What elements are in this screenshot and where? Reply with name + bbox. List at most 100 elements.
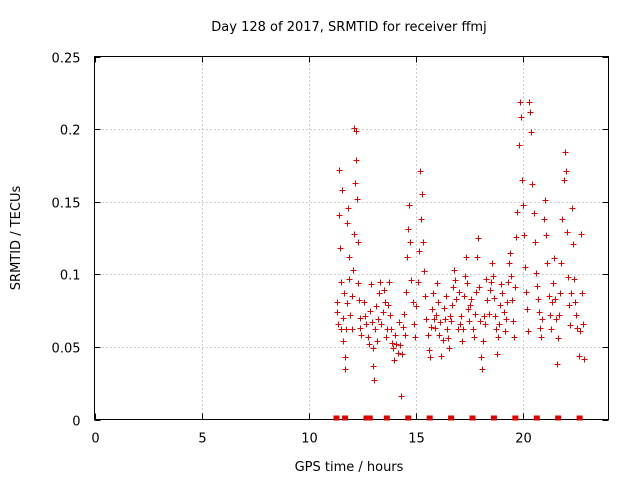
data-point <box>349 293 356 300</box>
data-point <box>507 250 514 257</box>
data-point <box>477 318 484 325</box>
data-point <box>445 335 452 342</box>
data-point <box>561 177 568 184</box>
x-tick-label: 0 <box>91 432 99 447</box>
data-point <box>524 306 531 313</box>
data-point <box>573 312 580 319</box>
data-point <box>338 279 345 286</box>
data-point <box>362 313 369 320</box>
data-point <box>502 328 509 335</box>
bottom-mark <box>490 415 497 421</box>
bottom-mark <box>469 415 476 421</box>
x-axis-label: GPS time / hours <box>295 460 404 475</box>
data-point <box>426 347 433 354</box>
data-point <box>496 321 503 328</box>
data-point <box>395 350 402 357</box>
data-point <box>451 267 458 274</box>
bottom-mark <box>512 415 519 421</box>
data-point <box>580 321 587 328</box>
grid-lines <box>94 56 609 420</box>
data-point <box>456 289 463 296</box>
data-point <box>355 239 362 246</box>
data-point <box>343 326 350 333</box>
data-point <box>551 255 558 262</box>
x-tick-label: 10 <box>301 432 318 447</box>
data-point <box>444 326 451 333</box>
data-point <box>449 302 456 309</box>
data-point <box>413 303 420 310</box>
data-point <box>406 202 413 209</box>
data-point <box>373 303 380 310</box>
data-point <box>403 289 410 296</box>
data-point <box>388 326 395 333</box>
data-point <box>497 302 504 309</box>
data-point <box>519 177 526 184</box>
data-point <box>336 212 343 219</box>
data-point <box>368 281 375 288</box>
data-point <box>572 299 579 306</box>
data-point <box>393 341 400 348</box>
data-point <box>564 229 571 236</box>
data-point <box>489 260 496 267</box>
data-point <box>385 302 392 309</box>
data-point <box>387 312 394 319</box>
data-point <box>490 273 497 280</box>
bottom-mark <box>533 415 540 421</box>
data-point <box>382 299 389 306</box>
data-point <box>425 332 432 339</box>
y-tick-label: 0.25 <box>52 52 81 67</box>
data-point <box>550 280 557 287</box>
data-point <box>378 321 385 328</box>
data-point <box>526 99 533 106</box>
data-point <box>335 321 342 328</box>
data-point <box>475 235 482 242</box>
chart-title: Day 128 of 2017, SRMTID for receiver ffm… <box>211 20 486 35</box>
data-point <box>474 254 481 261</box>
data-point <box>435 299 442 306</box>
data-point <box>412 334 419 341</box>
data-point <box>411 321 418 328</box>
data-point <box>377 279 384 286</box>
data-point <box>422 293 429 300</box>
data-point <box>553 316 560 323</box>
data-point <box>354 196 361 203</box>
data-point <box>484 297 491 304</box>
data-point <box>342 366 349 373</box>
data-point <box>416 248 423 255</box>
data-point <box>415 279 422 286</box>
data-point <box>336 167 343 174</box>
data-point <box>523 289 530 296</box>
data-point <box>342 354 349 361</box>
y-tick-label: 0.05 <box>52 342 81 357</box>
data-point <box>544 260 551 267</box>
data-point <box>376 290 383 297</box>
data-point <box>447 313 454 320</box>
data-point <box>505 279 512 286</box>
bottom-mark <box>383 415 390 421</box>
data-point <box>539 316 546 323</box>
data-point <box>486 311 493 318</box>
data-point <box>516 142 523 149</box>
data-point <box>405 226 412 233</box>
data-point <box>470 326 477 333</box>
data-point <box>518 114 525 121</box>
data-point <box>392 332 399 339</box>
x-tick-label: 15 <box>408 432 425 447</box>
data-point <box>346 254 353 261</box>
bottom-marks <box>333 415 583 421</box>
data-point <box>577 328 584 335</box>
data-point <box>491 295 498 302</box>
data-point <box>421 268 428 275</box>
data-point <box>531 210 538 217</box>
y-tick-label: 0.1 <box>60 269 81 284</box>
data-point <box>541 216 548 223</box>
data-point <box>418 216 425 223</box>
data-point <box>559 216 566 223</box>
data-point <box>361 299 368 306</box>
data-point <box>466 318 473 325</box>
data-point <box>443 293 450 300</box>
data-point <box>438 353 445 360</box>
bottom-mark <box>342 415 349 421</box>
data-point <box>556 312 563 319</box>
data-point <box>548 326 555 333</box>
